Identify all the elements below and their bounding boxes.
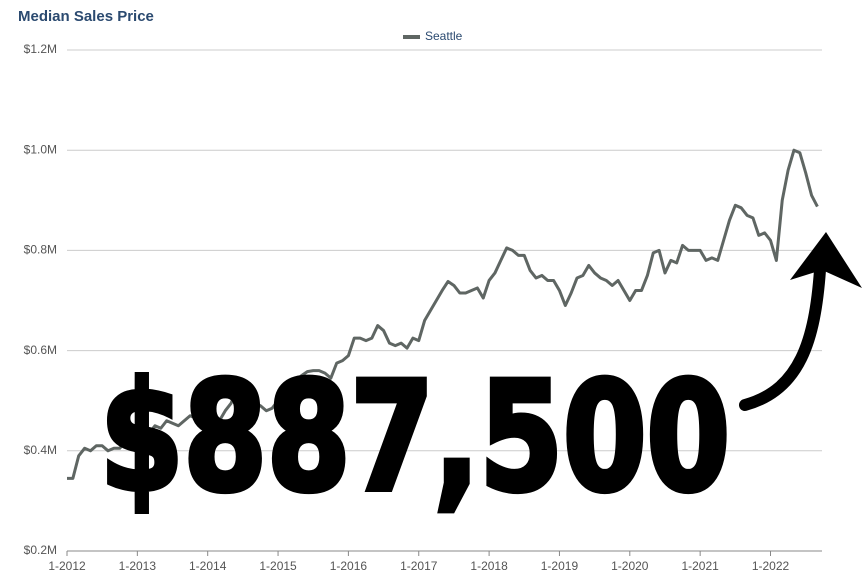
x-tick-label: 1-2014 [189,559,227,573]
series-line [67,148,819,480]
x-tick-label: 1-2017 [400,559,438,573]
x-tick-label: 1-2015 [259,559,297,573]
x-tick-label: 1-2018 [470,559,508,573]
x-tick-label: 1-2020 [611,559,649,573]
x-tick-label: 1-2016 [330,559,368,573]
price-annotation: $887,500 [100,351,730,525]
plot-area: $0.2M $0.4M $0.6M $0.8M $1.0M $1.2M 1-2012 1-20… [24,42,822,573]
x-tick-label: 1-2021 [681,559,719,573]
x-tick-label: 1-2012 [48,559,86,573]
y-tick-label: $0.2M [24,543,57,557]
y-tick-label: $0.8M [24,243,57,257]
x-tick-label: 1-2022 [752,559,790,573]
y-tick-label: $0.4M [24,443,57,457]
arrow-shaft [739,264,826,411]
arrow-head [790,232,862,288]
y-tick-label: $0.6M [24,343,57,357]
x-tick-label: 1-2019 [541,559,579,573]
x-tick-label: 1-2013 [119,559,157,573]
y-tick-label: $1.2M [24,42,57,56]
y-tick-label: $1.0M [24,142,57,156]
chart-title: Median Sales Price [18,8,154,25]
legend-label: Seattle [425,29,463,43]
